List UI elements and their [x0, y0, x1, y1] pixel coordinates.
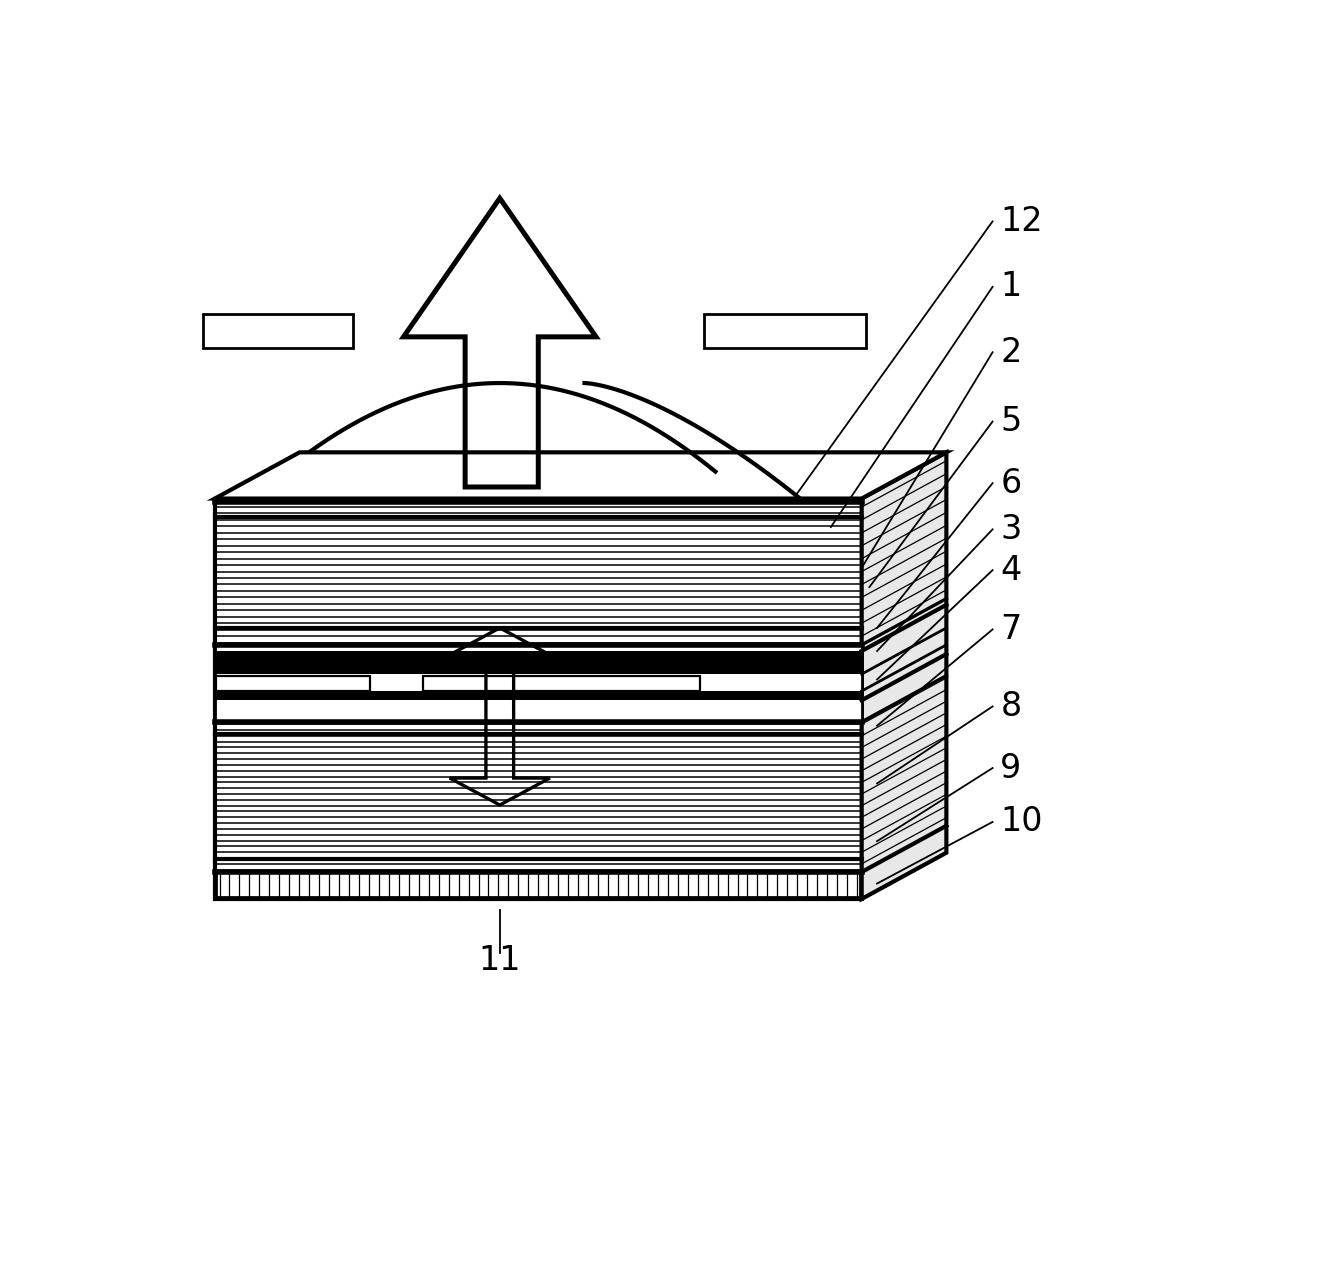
Polygon shape — [861, 452, 946, 900]
Text: 7: 7 — [1000, 613, 1021, 646]
Bar — [704, 314, 865, 348]
Bar — [423, 675, 700, 691]
Polygon shape — [214, 452, 946, 498]
Bar — [217, 675, 370, 691]
Text: 3: 3 — [1000, 513, 1021, 546]
Bar — [217, 872, 860, 897]
Text: 12: 12 — [1000, 205, 1043, 238]
Text: 6: 6 — [1000, 466, 1021, 499]
Bar — [214, 691, 861, 701]
Text: 8: 8 — [1000, 691, 1021, 723]
Text: 5: 5 — [1000, 405, 1021, 438]
Text: 2: 2 — [1000, 336, 1021, 369]
Text: 1: 1 — [1000, 270, 1021, 303]
Text: 10: 10 — [1000, 806, 1043, 839]
Bar — [214, 651, 861, 674]
Text: 4: 4 — [1000, 554, 1021, 587]
Bar — [214, 498, 861, 900]
Text: 9: 9 — [1000, 751, 1021, 784]
Text: 11: 11 — [479, 944, 521, 977]
Bar — [214, 645, 861, 722]
Bar — [204, 314, 353, 348]
